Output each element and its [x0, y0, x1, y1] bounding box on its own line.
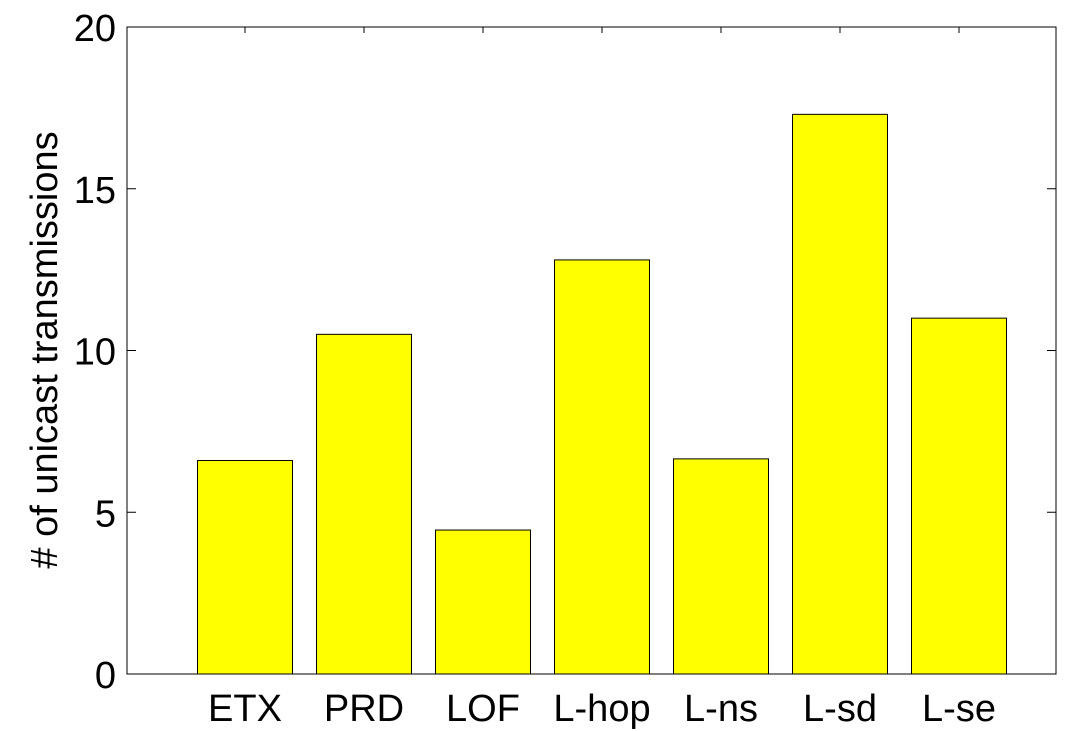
y-tick-label: 5	[95, 493, 116, 535]
y-tick-label: 20	[74, 8, 116, 50]
x-tick-label: L-hop	[553, 688, 650, 730]
y-tick-marks	[127, 26, 1056, 675]
y-axis-label: # of unicast transmissions	[24, 131, 66, 568]
x-tick-label: PRD	[324, 688, 404, 730]
y-tick-label: 0	[95, 655, 116, 697]
y-tick-labels: 0 5 10 15 20	[74, 8, 116, 697]
bar-prd	[316, 333, 412, 675]
x-tick-label: L-se	[922, 688, 996, 730]
y-tick-label: 15	[74, 170, 116, 212]
x-tick-label: L-sd	[803, 688, 877, 730]
y-tick-label: 10	[74, 332, 116, 374]
bar-l-se	[911, 317, 1007, 675]
x-tick-labels: ETX PRD LOF L-hop L-ns L-sd L-se	[208, 688, 996, 730]
bars	[197, 113, 1007, 675]
bar-l-hop	[554, 259, 650, 675]
bar-etx	[197, 459, 293, 675]
bar-l-ns	[673, 458, 769, 675]
x-tick-label: LOF	[446, 688, 520, 730]
bar-l-sd	[792, 113, 888, 675]
bar-lof	[435, 529, 531, 675]
x-tick-label: L-ns	[684, 688, 758, 730]
x-tick-label: ETX	[208, 688, 282, 730]
